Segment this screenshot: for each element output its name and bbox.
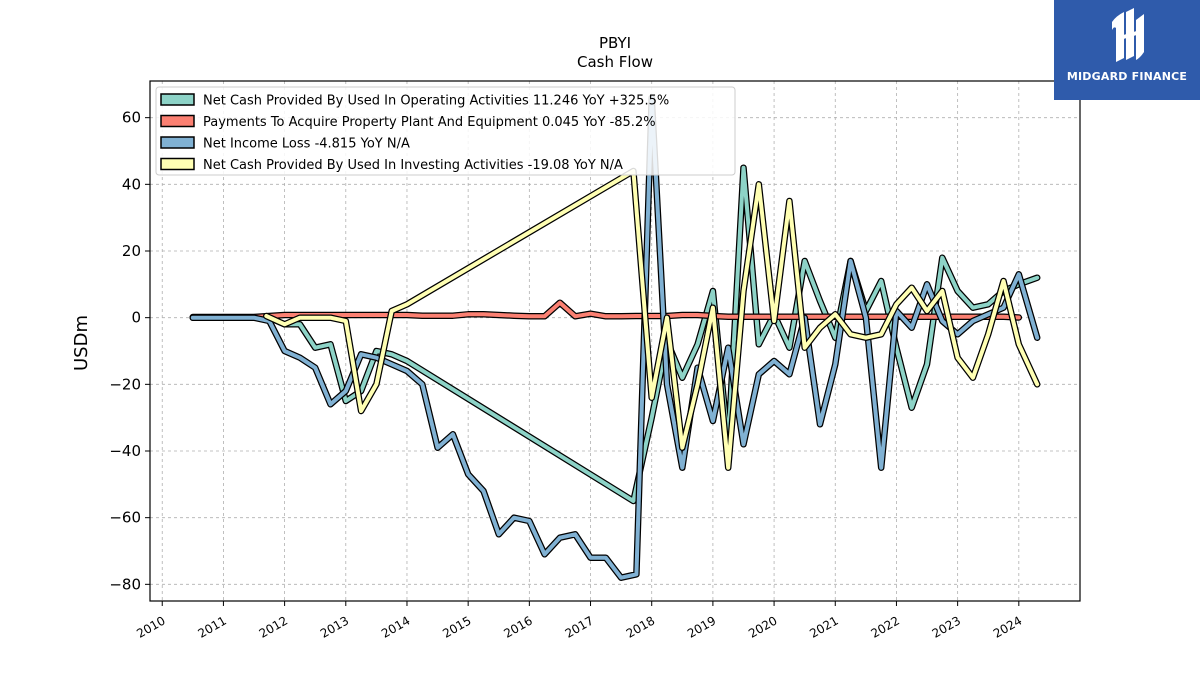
x-tick-label: 2011 — [195, 613, 228, 640]
legend-swatch — [160, 114, 195, 128]
chart-title: PBYI — [599, 34, 631, 52]
x-tick-label: 2018 — [624, 613, 657, 640]
legend-box — [155, 86, 736, 176]
series-line-3 — [264, 169, 1040, 470]
x-tick-label: 2017 — [563, 613, 596, 640]
y-tick-label: −20 — [109, 375, 141, 393]
x-tick-label: 2015 — [440, 613, 473, 640]
legend: Net Cash Provided By Used In Operating A… — [155, 86, 736, 176]
plot-frame — [149, 80, 1081, 602]
x-tick-label: 2021 — [807, 613, 840, 640]
x-tick-label: 2023 — [930, 613, 963, 640]
logo-text: MIDGARD FINANCE — [1066, 70, 1188, 83]
legend-label: Net Cash Provided By Used In Operating A… — [203, 94, 669, 109]
series-layer — [189, 94, 1041, 581]
midgard-finance-logo: MIDGARD FINANCE — [1054, 0, 1200, 100]
y-tick-label: −40 — [109, 442, 141, 460]
x-tick-label: 2014 — [379, 613, 412, 640]
y-tick-label: −80 — [109, 575, 141, 593]
x-tick-label: 2019 — [685, 613, 718, 640]
chart-subtitle: Cash Flow — [577, 53, 653, 71]
legend-swatch — [160, 93, 195, 106]
legend-swatch — [160, 136, 195, 149]
x-tick-label: 2022 — [868, 613, 901, 640]
y-tick-label: 20 — [122, 242, 141, 260]
y-tick-label: 0 — [131, 309, 141, 327]
x-tick-label: 2012 — [257, 613, 290, 640]
legend-swatch — [160, 157, 195, 171]
y-axis-label: USDm — [71, 315, 92, 371]
logo-mark-icon — [1112, 8, 1144, 62]
series-line-2 — [190, 95, 1040, 580]
y-tick-label: −60 — [109, 509, 141, 527]
x-tick-label: 2010 — [134, 613, 167, 640]
y-tick-label: 40 — [122, 175, 141, 193]
legend-label: Payments To Acquire Property Plant And E… — [203, 115, 656, 130]
x-tick-label: 2024 — [991, 613, 1024, 640]
x-tick-label: 2020 — [746, 613, 779, 640]
x-tick-label: 2013 — [318, 613, 351, 640]
x-tick-label: 2016 — [501, 613, 534, 640]
legend-label: Net Income Loss -4.815 YoY N/A — [203, 137, 410, 152]
y-tick-label: 60 — [122, 109, 141, 127]
legend-label: Net Cash Provided By Used In Investing A… — [203, 158, 623, 173]
